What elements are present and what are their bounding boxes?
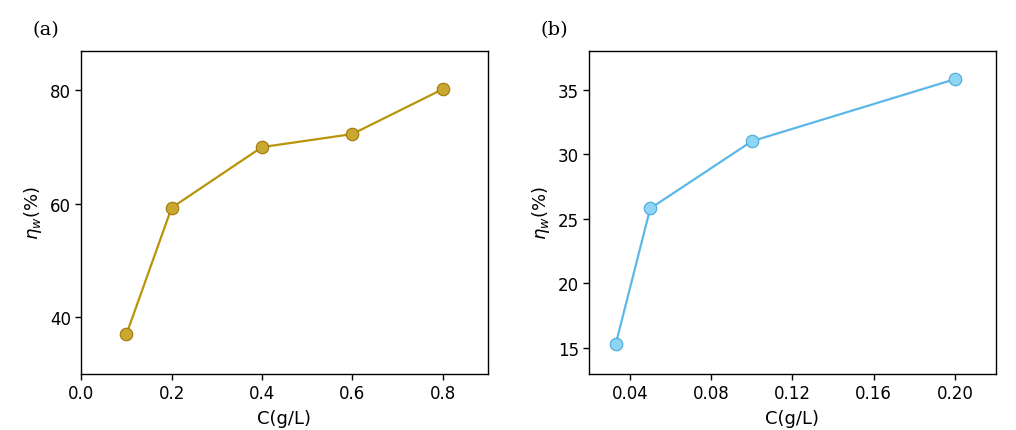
X-axis label: C(g/L): C(g/L) — [765, 409, 820, 427]
Y-axis label: $\eta_w$(%): $\eta_w$(%) — [530, 186, 552, 240]
Text: (b): (b) — [541, 21, 568, 39]
Y-axis label: $\eta_w$(%): $\eta_w$(%) — [22, 186, 45, 240]
X-axis label: C(g/L): C(g/L) — [257, 409, 312, 427]
Text: (a): (a) — [33, 21, 59, 39]
